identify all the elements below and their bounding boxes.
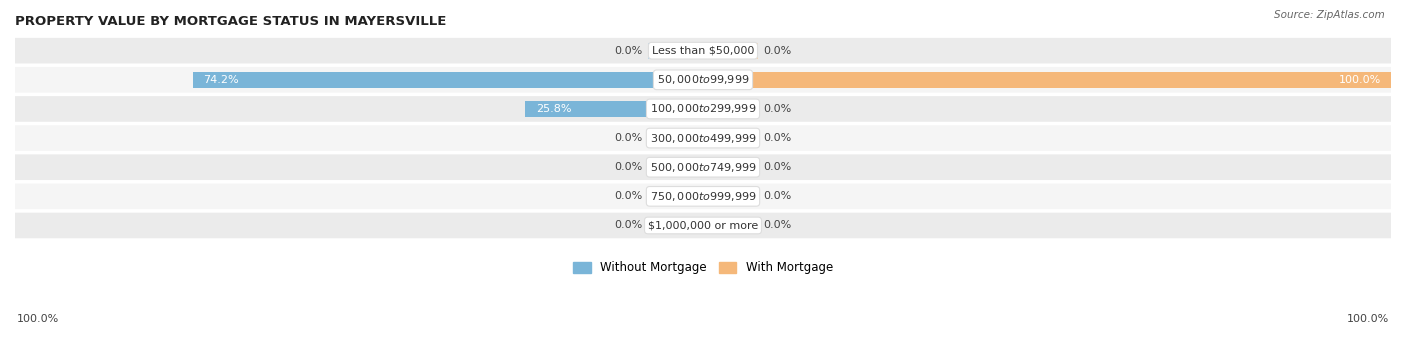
Legend: Without Mortgage, With Mortgage: Without Mortgage, With Mortgage — [568, 256, 838, 279]
Bar — [648, 43, 703, 59]
FancyBboxPatch shape — [15, 154, 1391, 180]
Text: 74.2%: 74.2% — [202, 75, 239, 85]
Bar — [703, 159, 758, 175]
Text: 0.0%: 0.0% — [763, 162, 792, 172]
FancyBboxPatch shape — [15, 38, 1391, 63]
Text: 100.0%: 100.0% — [1347, 314, 1389, 324]
Text: 100.0%: 100.0% — [1339, 75, 1381, 85]
Text: 0.0%: 0.0% — [614, 191, 643, 201]
Bar — [703, 218, 758, 233]
Text: $300,000 to $499,999: $300,000 to $499,999 — [650, 132, 756, 145]
Bar — [703, 43, 758, 59]
Text: 0.0%: 0.0% — [614, 46, 643, 56]
FancyBboxPatch shape — [15, 213, 1391, 238]
Bar — [193, 72, 703, 88]
Text: 0.0%: 0.0% — [614, 162, 643, 172]
Text: $100,000 to $299,999: $100,000 to $299,999 — [650, 102, 756, 116]
Text: 0.0%: 0.0% — [614, 221, 643, 231]
FancyBboxPatch shape — [15, 96, 1391, 122]
Text: 0.0%: 0.0% — [763, 46, 792, 56]
Text: 0.0%: 0.0% — [614, 133, 643, 143]
Text: $1,000,000 or more: $1,000,000 or more — [648, 221, 758, 231]
Text: PROPERTY VALUE BY MORTGAGE STATUS IN MAYERSVILLE: PROPERTY VALUE BY MORTGAGE STATUS IN MAY… — [15, 15, 446, 28]
Text: $500,000 to $749,999: $500,000 to $749,999 — [650, 161, 756, 174]
Bar — [526, 101, 703, 117]
Text: 0.0%: 0.0% — [763, 104, 792, 114]
Bar — [703, 189, 758, 204]
Text: 100.0%: 100.0% — [17, 314, 59, 324]
FancyBboxPatch shape — [15, 67, 1391, 93]
Text: $750,000 to $999,999: $750,000 to $999,999 — [650, 190, 756, 203]
Bar — [648, 159, 703, 175]
FancyBboxPatch shape — [15, 125, 1391, 151]
Bar — [703, 72, 1391, 88]
Text: 0.0%: 0.0% — [763, 191, 792, 201]
Text: Source: ZipAtlas.com: Source: ZipAtlas.com — [1274, 10, 1385, 20]
Bar — [648, 130, 703, 146]
FancyBboxPatch shape — [15, 183, 1391, 209]
Bar — [703, 130, 758, 146]
Bar — [648, 189, 703, 204]
Text: 25.8%: 25.8% — [536, 104, 571, 114]
Bar — [648, 218, 703, 233]
Text: $50,000 to $99,999: $50,000 to $99,999 — [657, 73, 749, 86]
Text: Less than $50,000: Less than $50,000 — [652, 46, 754, 56]
Text: 0.0%: 0.0% — [763, 133, 792, 143]
Text: 0.0%: 0.0% — [763, 221, 792, 231]
Bar — [703, 101, 758, 117]
